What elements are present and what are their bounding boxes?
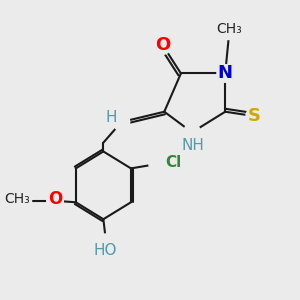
Text: CH₃: CH₃ [217,22,242,36]
Text: NH: NH [182,138,205,153]
Circle shape [221,22,238,40]
Circle shape [98,234,115,252]
Circle shape [47,192,63,210]
Text: CH₃: CH₃ [4,192,30,206]
Circle shape [149,155,166,173]
Circle shape [154,37,171,54]
Text: Cl: Cl [166,155,182,170]
Text: S: S [248,107,261,125]
Circle shape [246,107,262,125]
Text: H: H [106,110,117,125]
Circle shape [217,64,233,82]
Text: O: O [48,190,62,208]
Circle shape [113,113,130,131]
Text: O: O [155,37,170,55]
Circle shape [184,124,200,141]
Text: HO: HO [93,243,116,258]
Text: N: N [218,64,233,82]
